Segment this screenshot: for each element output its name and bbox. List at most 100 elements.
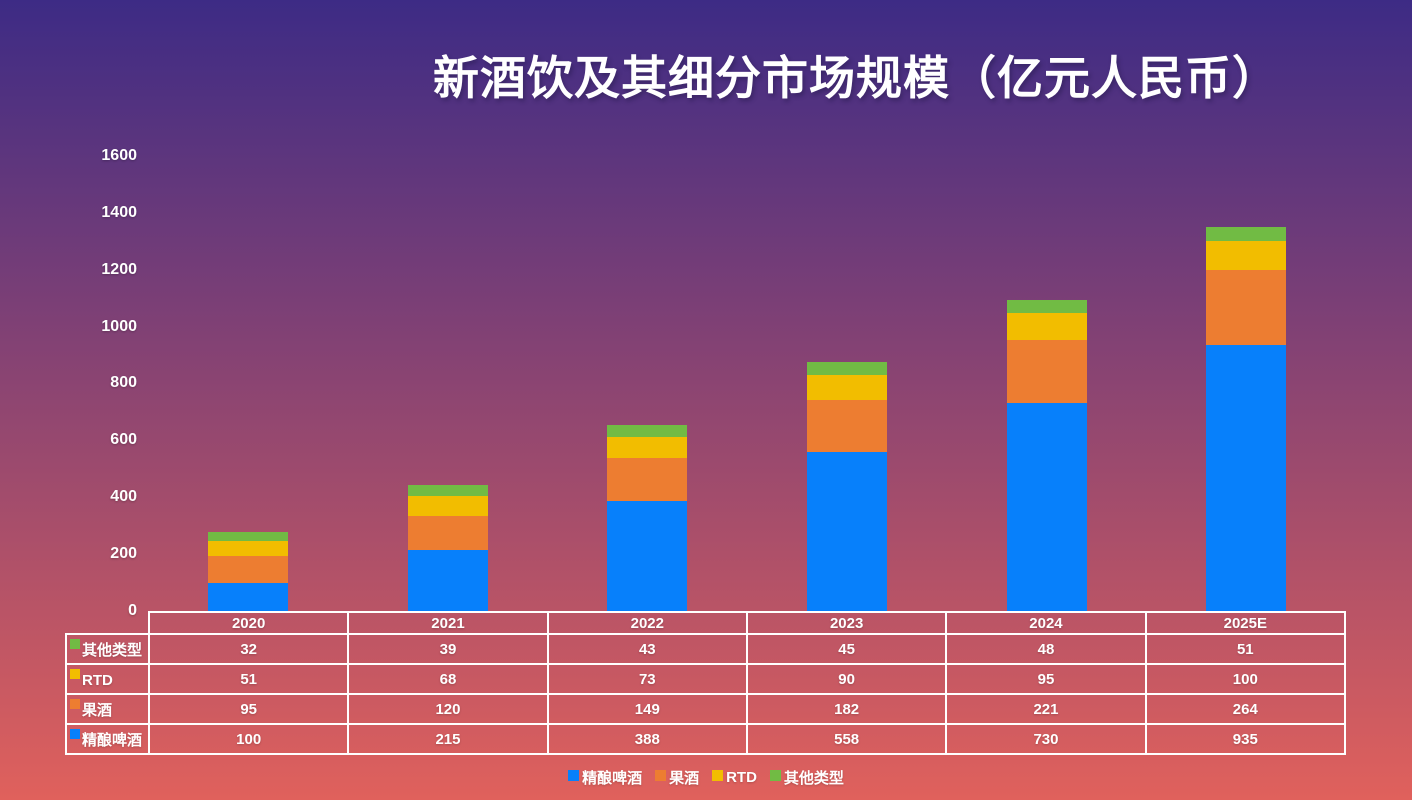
table-value-cell: 149 [546, 693, 748, 725]
data-table: 2020 2021 2022 2023 2024 2025E 其他类型 32 39 43 45 48 5… [65, 611, 1347, 755]
legend-label: 精酿啤酒 [582, 769, 643, 787]
table-value-cell: 120 [347, 693, 549, 725]
table-row-other-types: 其他类型 32 39 43 45 48 51 [65, 633, 1347, 665]
table-header-cell: 2025E [1144, 611, 1347, 635]
table-value-cell: 43 [546, 633, 748, 665]
table-value-cell: 51 [1144, 633, 1347, 665]
series-swatch-icon [70, 669, 80, 679]
table-value-cell: 100 [1144, 663, 1347, 695]
bar-segment-fruit-wine [207, 555, 288, 583]
table-header-cell: 2022 [546, 611, 748, 635]
y-axis-tick-label: 0 [128, 602, 137, 619]
table-row-fruit-wine: 果酒 95 120 149 182 221 264 [65, 693, 1347, 725]
y-axis-tick-label: 600 [110, 431, 137, 449]
bar-segment-other-types [1006, 299, 1087, 314]
table-value-cell: 730 [945, 723, 1147, 755]
series-label: 果酒 [82, 701, 113, 719]
series-swatch-icon [70, 728, 80, 739]
bar-segment-craft-beer [806, 452, 887, 611]
bar-segment-rtd [407, 496, 488, 516]
table-header-cell: 2024 [945, 611, 1147, 635]
legend-item-other-types: 其他类型 [769, 767, 844, 788]
y-axis-tick-label: 1600 [101, 146, 137, 164]
bar-segment-rtd [1206, 241, 1287, 270]
stacked-bar-2021 [407, 485, 488, 611]
series-label: 其他类型 [82, 641, 143, 659]
table-value-cell: 90 [745, 663, 948, 695]
chart-legend: 精酿啤酒 果酒 RTD 其他类型 [0, 766, 1412, 788]
table-value-cell: 48 [945, 633, 1147, 665]
table-value-cell: 221 [945, 693, 1147, 725]
table-header-cell: 2023 [745, 611, 948, 635]
legend-swatch-icon [712, 769, 724, 781]
stacked-bar-2025E [1206, 226, 1287, 611]
table-header-cell: 2021 [347, 611, 549, 635]
table-value-cell: 264 [1144, 693, 1347, 725]
bar-segment-craft-beer [1206, 345, 1287, 611]
bar-segment-other-types [207, 531, 288, 542]
table-value-cell: 68 [347, 663, 549, 695]
bar-segment-craft-beer [607, 500, 688, 611]
stacked-bar-2022 [607, 425, 688, 611]
bar-segment-craft-beer [407, 549, 488, 611]
table-row-label-rtd: RTD [65, 663, 150, 695]
table-value-cell: 51 [147, 663, 350, 695]
stacked-bar-2020 [207, 531, 288, 611]
bar-segment-fruit-wine [407, 515, 488, 550]
legend-item-fruit-wine: 果酒 [655, 767, 699, 788]
bar-segment-craft-beer [1006, 403, 1087, 611]
table-value-cell: 45 [745, 633, 948, 665]
legend-swatch-icon [769, 769, 781, 781]
bar-segment-rtd [1006, 313, 1087, 341]
bar-segment-other-types [407, 485, 488, 497]
bar-segment-rtd [207, 541, 288, 556]
y-axis-tick-label: 400 [110, 488, 137, 506]
table-value-cell: 32 [147, 633, 350, 665]
bar-segment-other-types [607, 425, 688, 438]
table-row-label-craft-beer: 精酿啤酒 [65, 723, 150, 755]
bar-segment-rtd [607, 437, 688, 459]
legend-item-rtd: RTD [712, 769, 757, 786]
table-value-cell: 95 [147, 693, 350, 725]
table-header-cell: 2020 [147, 611, 350, 635]
series-swatch-icon [70, 698, 80, 709]
table-value-cell: 39 [347, 633, 549, 665]
bar-segment-fruit-wine [607, 458, 688, 501]
table-header-row: 2020 2021 2022 2023 2024 2025E [66, 611, 1347, 635]
table-value-cell: 215 [347, 723, 549, 755]
y-axis-tick-label: 1400 [101, 203, 137, 221]
y-axis-tick-label: 200 [110, 545, 137, 563]
legend-label: RTD [726, 768, 757, 786]
bar-segment-fruit-wine [1006, 340, 1087, 404]
chart-title: 新酒饮及其细分市场规模（亿元人民币） [433, 52, 1279, 104]
table-row-craft-beer: 精酿啤酒 100 215 388 558 730 935 [65, 723, 1347, 755]
series-label: RTD [82, 672, 113, 689]
bar-segment-fruit-wine [806, 400, 887, 453]
y-axis-tick-label: 1200 [101, 260, 137, 278]
table-value-cell: 182 [745, 693, 948, 725]
bar-segment-rtd [806, 374, 887, 401]
y-axis-tick-label: 1000 [101, 317, 137, 335]
legend-label: 果酒 [669, 769, 700, 787]
table-value-cell: 558 [745, 723, 948, 755]
table-row-rtd: RTD 51 68 73 90 95 100 [65, 663, 1347, 695]
table-row-label-other-types: 其他类型 [65, 633, 150, 665]
legend-label: 其他类型 [783, 769, 844, 787]
table-value-cell: 100 [147, 723, 350, 755]
table-value-cell: 95 [945, 663, 1147, 695]
bar-segment-other-types [1206, 226, 1287, 242]
bar-segment-craft-beer [207, 582, 288, 611]
stacked-bar-2023 [806, 362, 887, 611]
bar-segment-other-types [806, 362, 887, 375]
legend-swatch-icon [655, 769, 667, 781]
table-corner-cell [66, 612, 149, 634]
series-label: 精酿啤酒 [82, 731, 143, 749]
y-axis-tick-label: 800 [110, 374, 137, 392]
table-value-cell: 73 [546, 663, 748, 695]
stacked-bar-2024 [1006, 299, 1087, 611]
bar-segment-fruit-wine [1206, 269, 1287, 345]
table-value-cell: 388 [546, 723, 748, 755]
legend-item-craft-beer: 精酿啤酒 [568, 767, 642, 788]
series-swatch-icon [70, 638, 80, 649]
